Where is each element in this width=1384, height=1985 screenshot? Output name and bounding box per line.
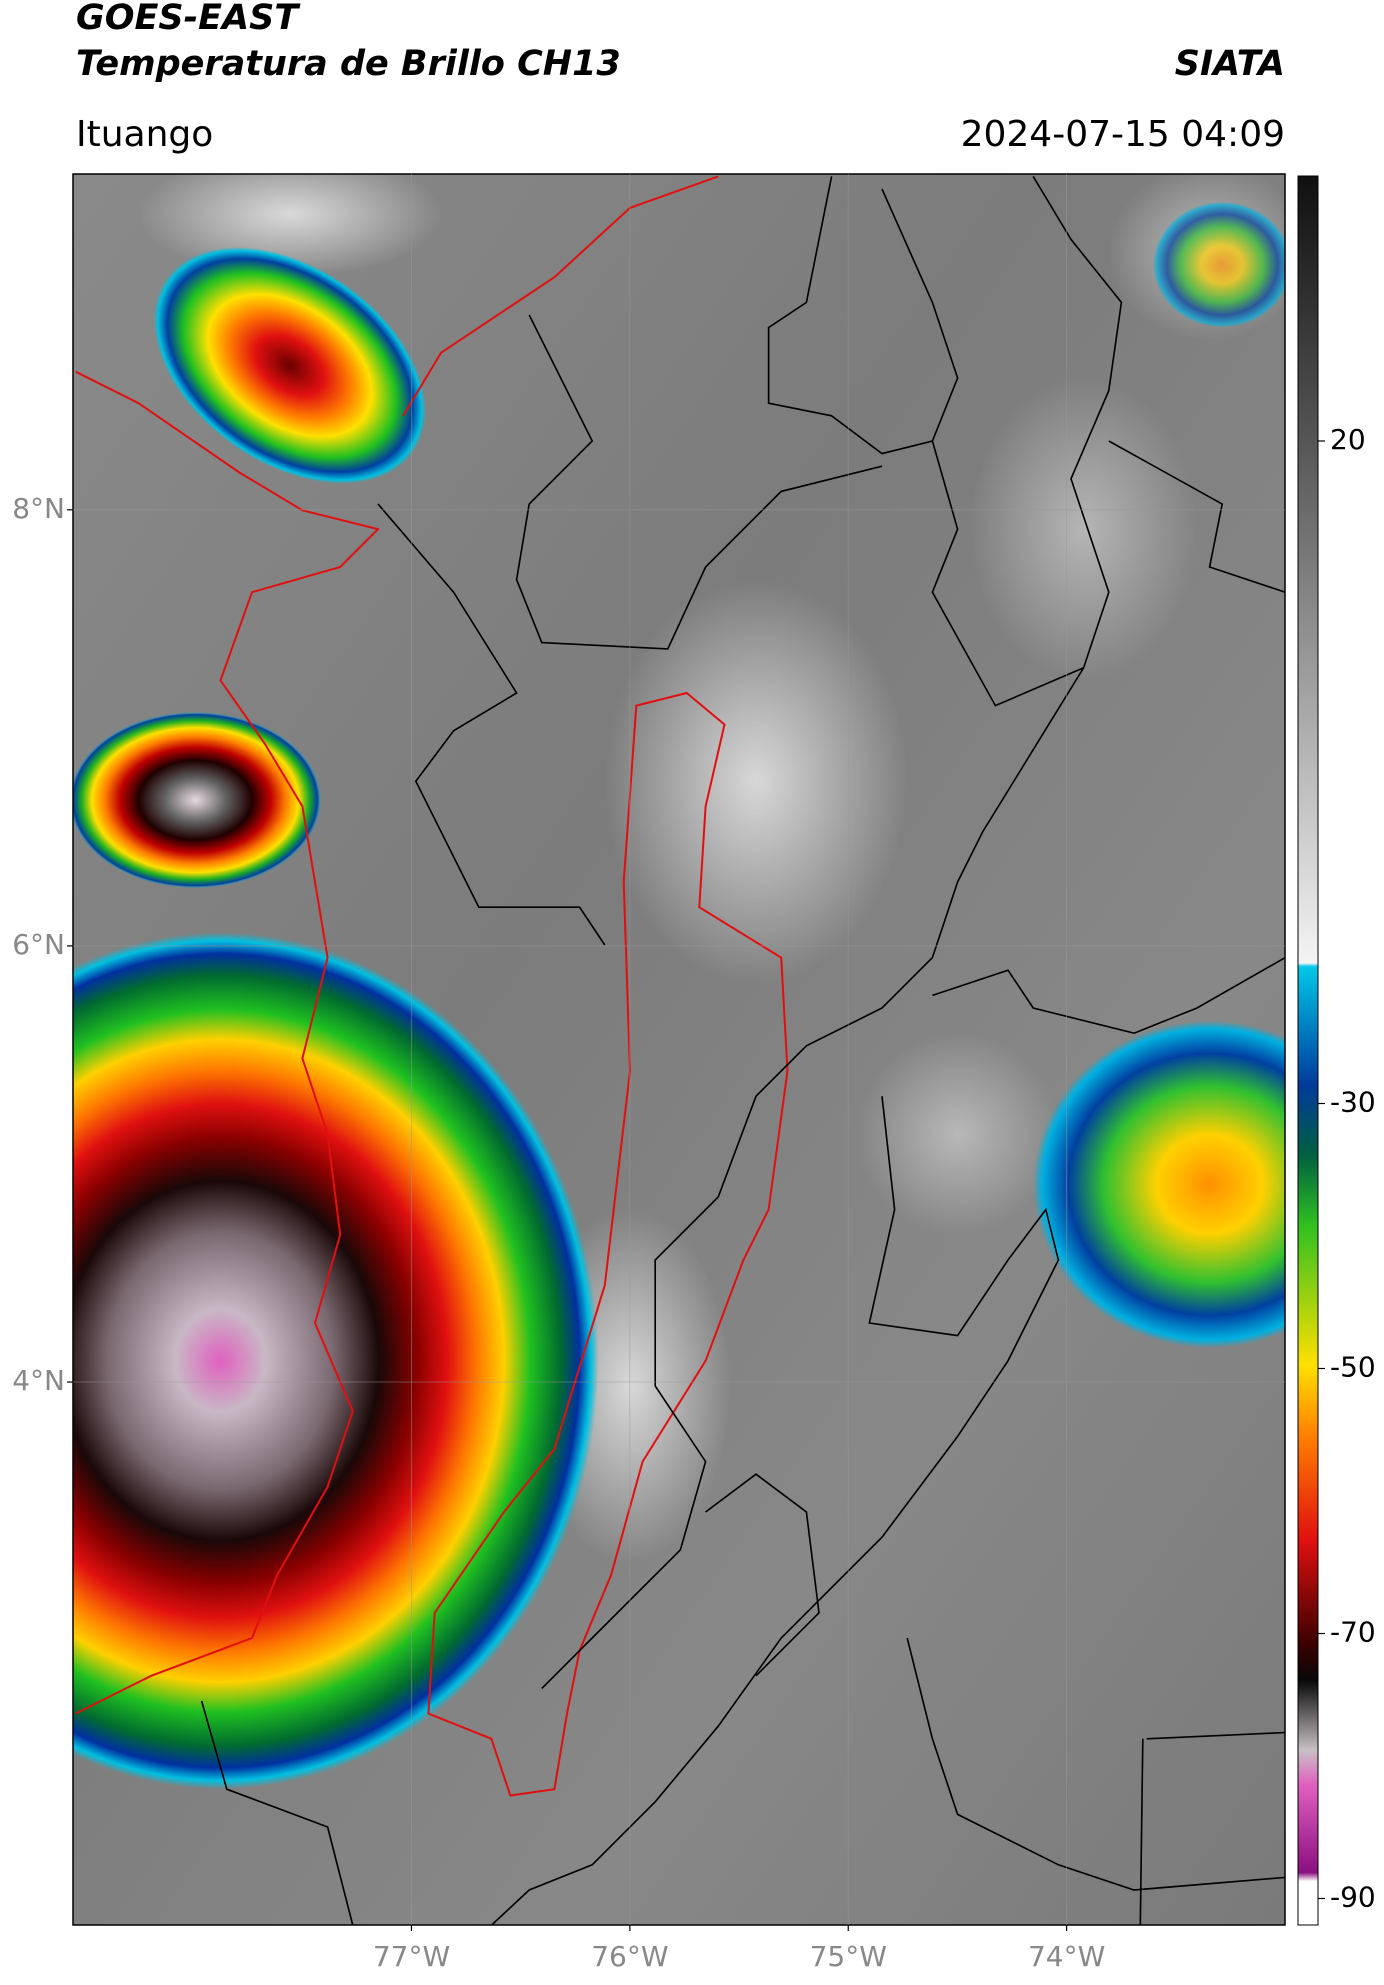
lon-tick-label: 77°W <box>373 1940 450 1973</box>
axes: 8°N 6°N 4°N 77°W 76°W 75°W 74°W 20 -30 -50 -70 -90 <box>12 174 1376 1973</box>
colorbar-tick-label: -70 <box>1330 1616 1376 1649</box>
map-image <box>73 174 1285 1925</box>
lon-tick-label: 76°W <box>591 1940 668 1973</box>
lat-tick-label: 4°N <box>12 1364 65 1397</box>
colorbar-tick-label: -30 <box>1330 1086 1376 1119</box>
map-frame <box>72 173 1286 1926</box>
source: SIATA <box>1175 44 1285 84</box>
location: Ituango <box>76 114 213 155</box>
colorbar-tick-label: 20 <box>1330 423 1366 456</box>
timestamp: 2024-07-15 04:09 <box>961 114 1285 155</box>
colorbar-tick-label: -50 <box>1330 1351 1376 1384</box>
lon-tick-label: 74°W <box>1028 1940 1105 1973</box>
title-line1: GOES-EAST <box>76 0 301 38</box>
colorbar <box>1297 175 1319 1926</box>
imagery <box>73 174 1285 1925</box>
lat-tick-label: 8°N <box>12 492 65 525</box>
colorbar-tick-label: -90 <box>1330 1881 1376 1914</box>
lon-tick-label: 75°W <box>810 1940 887 1973</box>
title-line2: Temperatura de Brillo CH13 <box>76 44 621 84</box>
lat-tick-label: 6°N <box>12 928 65 961</box>
